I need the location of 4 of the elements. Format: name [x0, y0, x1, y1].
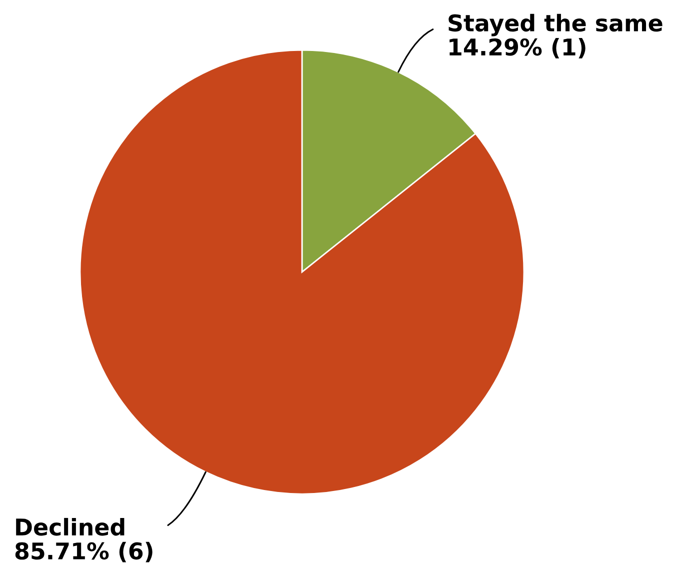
slice-label: Declined: [16, 518, 124, 536]
slice-label: Stayed the same: [448, 14, 662, 36]
data-label: 85.71% (6): [15, 542, 152, 562]
data-label: 14.29% (1): [450, 38, 586, 58]
